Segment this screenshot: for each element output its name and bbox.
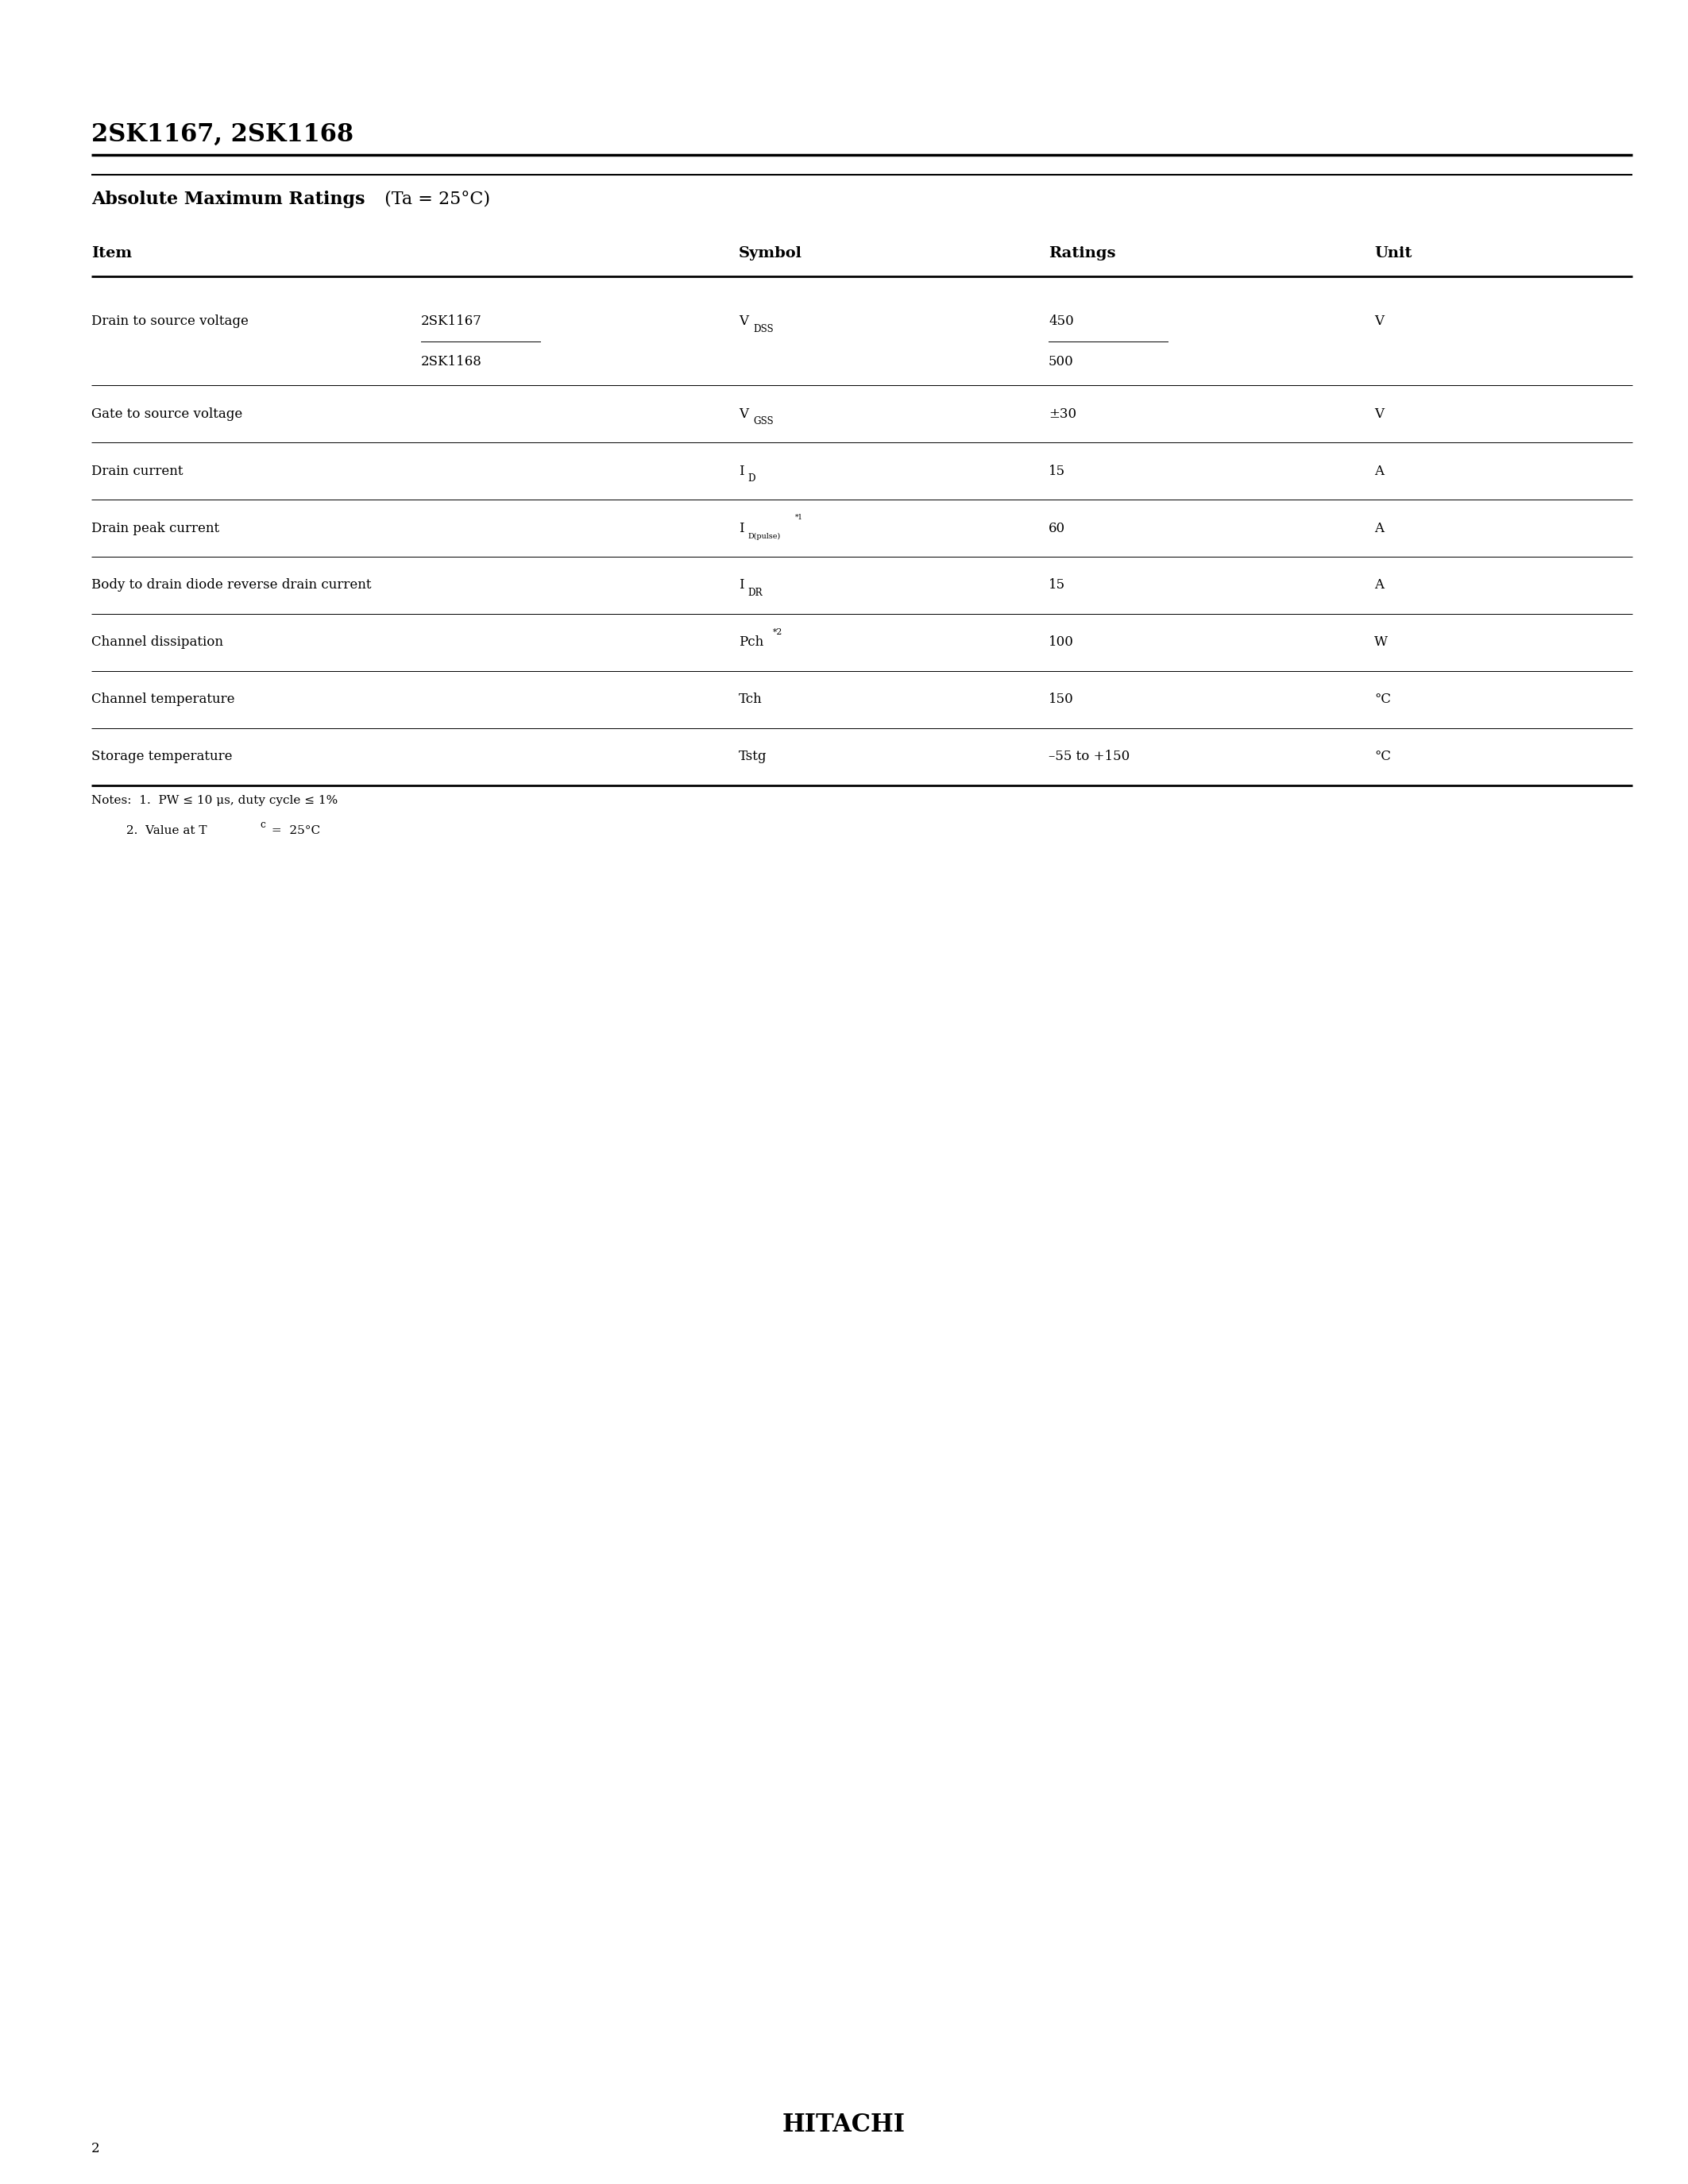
Text: 2SK1167, 2SK1168: 2SK1167, 2SK1168 (91, 122, 353, 146)
Text: Drain to source voltage: Drain to source voltage (91, 314, 248, 328)
Text: Channel dissipation: Channel dissipation (91, 636, 223, 649)
Text: Storage temperature: Storage temperature (91, 749, 233, 764)
Text: V: V (1374, 406, 1384, 422)
Text: W: W (1374, 636, 1388, 649)
Text: c: c (260, 819, 265, 830)
Text: (Ta = 25°C): (Ta = 25°C) (378, 190, 490, 207)
Text: =  25°C: = 25°C (268, 826, 321, 836)
Text: I: I (739, 522, 744, 535)
Text: ±30: ±30 (1048, 406, 1077, 422)
Text: °C: °C (1374, 749, 1391, 764)
Text: 2SK1168: 2SK1168 (420, 354, 483, 369)
Text: *2: *2 (773, 629, 783, 636)
Text: 450: 450 (1048, 314, 1074, 328)
Text: Body to drain diode reverse drain current: Body to drain diode reverse drain curren… (91, 579, 371, 592)
Text: DSS: DSS (753, 323, 773, 334)
Text: 500: 500 (1048, 354, 1074, 369)
Text: V: V (1374, 314, 1384, 328)
Text: Drain peak current: Drain peak current (91, 522, 219, 535)
Text: A: A (1374, 522, 1384, 535)
Text: V: V (739, 314, 748, 328)
Text: 15: 15 (1048, 465, 1065, 478)
Text: I: I (739, 579, 744, 592)
Text: 100: 100 (1048, 636, 1074, 649)
Text: Unit: Unit (1374, 247, 1411, 260)
Text: *1: *1 (795, 513, 802, 522)
Text: D(pulse): D(pulse) (748, 533, 780, 539)
Text: Drain current: Drain current (91, 465, 182, 478)
Text: °C: °C (1374, 692, 1391, 705)
Text: Channel temperature: Channel temperature (91, 692, 235, 705)
Text: A: A (1374, 465, 1384, 478)
Text: Gate to source voltage: Gate to source voltage (91, 406, 243, 422)
Text: Tch: Tch (739, 692, 763, 705)
Text: A: A (1374, 579, 1384, 592)
Text: D: D (748, 474, 756, 485)
Text: DR: DR (748, 587, 763, 598)
Text: 2SK1167: 2SK1167 (420, 314, 483, 328)
Text: 60: 60 (1048, 522, 1065, 535)
Text: V: V (739, 406, 748, 422)
Text: Item: Item (91, 247, 132, 260)
Text: Pch: Pch (739, 636, 763, 649)
Text: Tstg: Tstg (739, 749, 766, 764)
Text: I: I (739, 465, 744, 478)
Text: 15: 15 (1048, 579, 1065, 592)
Text: Symbol: Symbol (739, 247, 802, 260)
Text: 2: 2 (91, 2143, 100, 2156)
Text: 2.  Value at T: 2. Value at T (91, 826, 208, 836)
Text: GSS: GSS (753, 417, 773, 426)
Text: Notes:  1.  PW ≤ 10 μs, duty cycle ≤ 1%: Notes: 1. PW ≤ 10 μs, duty cycle ≤ 1% (91, 795, 338, 806)
Text: –55 to +150: –55 to +150 (1048, 749, 1129, 764)
Text: Absolute Maximum Ratings: Absolute Maximum Ratings (91, 190, 365, 207)
Text: HITACHI: HITACHI (783, 2112, 905, 2136)
Text: Ratings: Ratings (1048, 247, 1116, 260)
Text: 150: 150 (1048, 692, 1074, 705)
